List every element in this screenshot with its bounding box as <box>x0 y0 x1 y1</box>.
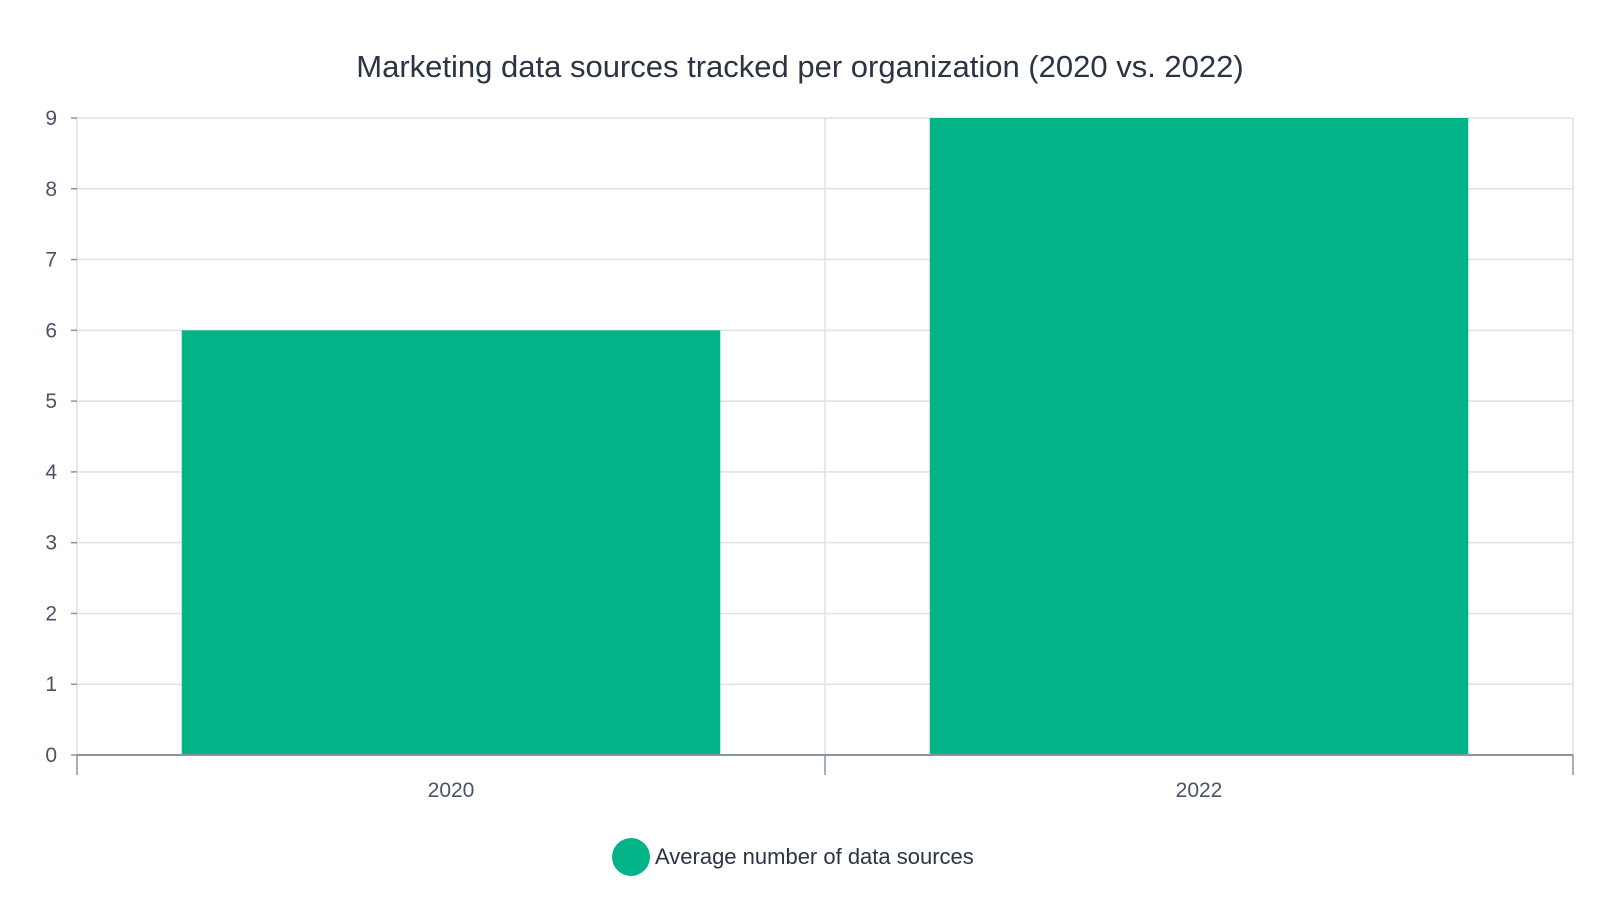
y-tick-label: 3 <box>45 532 57 555</box>
bar-2020[interactable] <box>181 330 721 755</box>
y-tick-label: 6 <box>45 319 57 342</box>
y-tick-label: 5 <box>45 390 57 413</box>
y-tick-label: 8 <box>45 178 57 201</box>
bars <box>181 118 1469 755</box>
legend[interactable]: Average number of data sources <box>612 838 974 876</box>
plot-area <box>76 117 1574 756</box>
y-tick-label: 1 <box>45 673 57 696</box>
x-axis-ticks: 2020 2022 <box>76 755 1574 802</box>
y-tick-label: 0 <box>45 744 57 767</box>
chart-title: Marketing data sources tracked per organ… <box>356 49 1243 84</box>
y-tick-label: 2 <box>45 602 57 625</box>
bar-2022[interactable] <box>929 118 1469 755</box>
y-tick-label: 7 <box>45 249 57 272</box>
x-tick-label: 2020 <box>428 779 475 802</box>
y-axis-ticks: 0 1 2 3 4 5 6 7 8 9 <box>45 107 77 767</box>
y-tick-label: 4 <box>45 461 57 484</box>
legend-marker <box>612 838 650 876</box>
legend-label: Average number of data sources <box>655 844 974 869</box>
y-tick-label: 9 <box>45 107 57 130</box>
x-tick-label: 2022 <box>1176 779 1223 802</box>
